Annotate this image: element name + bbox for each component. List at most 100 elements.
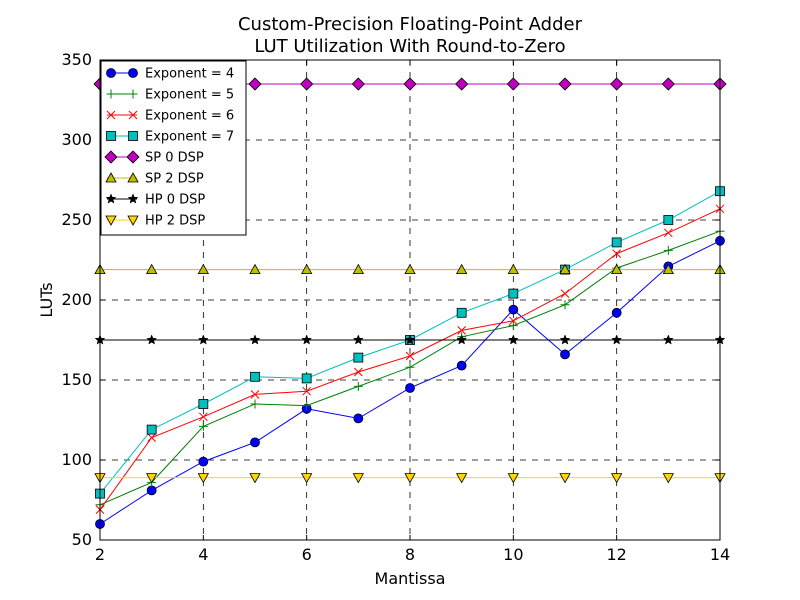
series-0 (95, 235, 725, 529)
legend-marker (128, 131, 138, 141)
data-point (560, 289, 570, 298)
data-point (146, 485, 157, 496)
data-point (146, 424, 157, 435)
data-point (301, 334, 313, 345)
data-point (250, 399, 260, 409)
legend-item: HP 2 DSP (105, 214, 205, 229)
data-point (145, 263, 158, 275)
data-point (456, 334, 468, 345)
data-point (300, 77, 314, 91)
y-tick-label: 350 (61, 50, 92, 69)
x-tick-label: 12 (606, 545, 626, 564)
legend-label: Exponent = 5 (145, 88, 234, 103)
data-point (404, 473, 416, 484)
data-point (197, 334, 209, 345)
legend-marker (126, 150, 140, 164)
legend-marker (104, 150, 118, 164)
data-point (559, 473, 571, 484)
legend: Exponent = 4 Exponent = 5 Exponent = 6 Expo… (100, 60, 247, 236)
series-2 (95, 204, 725, 514)
data-point (507, 263, 520, 275)
y-tick-label: 100 (61, 450, 92, 469)
data-point (147, 433, 157, 442)
data-point (405, 351, 415, 361)
legend-marker (106, 89, 116, 99)
y-axis-label: LUTs (37, 282, 56, 317)
y-tick-label: 250 (61, 210, 92, 229)
legend-item: SP 2 DSP (105, 172, 204, 187)
legend-label: Exponent = 7 (145, 130, 234, 145)
x-tick-label: 8 (405, 545, 415, 564)
data-point (198, 412, 208, 422)
data-point (457, 326, 467, 335)
data-point (353, 413, 364, 424)
data-point (558, 77, 572, 91)
series-7 (94, 473, 726, 484)
data-point (302, 386, 312, 396)
legend-marker (127, 215, 139, 226)
data-point (198, 421, 208, 431)
x-tick-label: 10 (503, 545, 523, 564)
legend-label: Exponent = 6 (145, 109, 234, 124)
grid (100, 60, 720, 540)
data-point (301, 373, 312, 384)
data-point (352, 334, 364, 345)
data-point (249, 263, 261, 275)
data-point (404, 334, 416, 345)
legend-marker (105, 193, 117, 204)
data-point (353, 352, 364, 363)
legend-marker (128, 68, 138, 78)
data-point (300, 263, 313, 275)
legend-item: Exponent = 6 (106, 109, 234, 124)
data-point (353, 367, 363, 377)
data-point (663, 228, 673, 238)
data-point (662, 263, 675, 275)
data-point (250, 437, 260, 448)
legend-label: Exponent = 4 (145, 67, 234, 82)
data-point (352, 263, 365, 275)
legend-marker (127, 172, 139, 183)
legend-box (100, 60, 247, 236)
chart-title-line-1: Custom-Precision Floating-Point Adder (238, 14, 583, 35)
data-point (353, 381, 363, 391)
data-point (508, 321, 518, 331)
x-tick-label: 4 (198, 545, 208, 564)
data-point (352, 473, 365, 484)
data-point (145, 473, 158, 484)
legend-label: SP 0 DSP (145, 151, 204, 166)
data-point (198, 456, 209, 467)
data-point (248, 77, 262, 91)
legend-item: Exponent = 7 (106, 130, 234, 145)
data-point (506, 77, 520, 91)
data-point (611, 237, 622, 248)
y-tick-label: 50 (72, 530, 92, 549)
legend-marker (106, 68, 116, 78)
data-point (197, 263, 210, 275)
data-point (455, 263, 468, 275)
data-point (250, 371, 260, 382)
data-point (662, 334, 674, 345)
data-point (250, 390, 260, 399)
legend-label: HP 0 DSP (145, 193, 205, 208)
data-point (508, 304, 519, 315)
x-axis-label: Mantissa (375, 569, 446, 588)
data-point (146, 334, 158, 345)
legend-item: HP 0 DSP (105, 193, 205, 208)
legend-marker (105, 215, 117, 226)
data-point (455, 473, 468, 484)
data-point (507, 473, 520, 484)
data-point (610, 263, 623, 275)
y-tick-label: 300 (61, 130, 92, 149)
data-point (663, 245, 673, 255)
data-point (508, 316, 518, 326)
data-point (610, 77, 624, 91)
data-point (662, 473, 675, 484)
legend-marker (128, 110, 138, 120)
data-point (198, 399, 209, 409)
axis-ticks: 2 4 6 8 10 12 14 50 100 150 200 250 300 350 (61, 50, 730, 564)
data-point (197, 473, 210, 484)
legend-label: HP 2 DSP (145, 214, 205, 229)
data-point (351, 77, 365, 91)
legend-marker (105, 172, 117, 183)
